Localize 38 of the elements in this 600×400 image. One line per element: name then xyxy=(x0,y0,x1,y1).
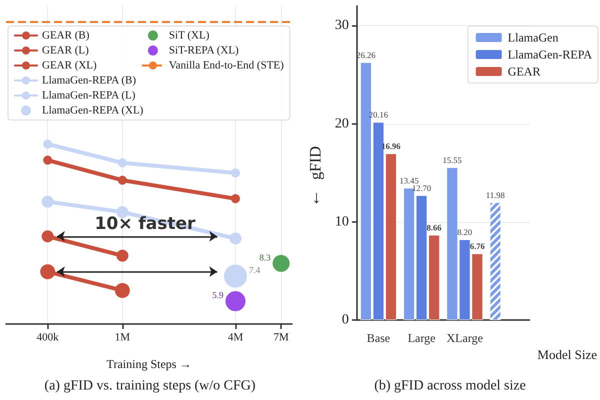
legend-label: GEAR (XL) xyxy=(42,60,98,72)
x-tick-label: 7M xyxy=(273,332,289,344)
legend-label: LlamaGen-REPA (XL) xyxy=(42,104,144,116)
legend-label: GEAR xyxy=(508,64,540,78)
text: (b) gFID across model size xyxy=(374,378,526,394)
legend-label: LlamaGen-REPA xyxy=(508,48,592,62)
data-label: 6.76 xyxy=(470,241,485,252)
y-tick-label: 10 xyxy=(334,214,349,230)
y-tick-label: 20 xyxy=(334,116,349,132)
x-tick-label: Base xyxy=(366,331,390,345)
x-tick-label: Large xyxy=(408,331,436,345)
x-tick-label: 1M xyxy=(114,332,130,344)
x-tick-label: XLarge xyxy=(446,331,483,345)
legend-label: SiT-REPA (XL) xyxy=(168,44,240,56)
y-tick-label: 0 xyxy=(342,312,349,328)
y-axis-title: gFID xyxy=(308,146,324,180)
legend-label: GEAR (B) xyxy=(42,30,90,42)
text: ↓ xyxy=(312,187,321,207)
data-label: 7.4 xyxy=(248,265,261,276)
legend-label: GEAR (L) xyxy=(42,44,90,56)
legend-label: LlamaGen xyxy=(508,30,558,44)
x-tick-label: 4M xyxy=(228,332,244,344)
data-label: 5.9 xyxy=(212,290,224,300)
legend-label: SiT (XL) xyxy=(168,30,210,42)
y-tick-label: 30 xyxy=(334,18,349,34)
x-axis-title: Model Size xyxy=(537,347,598,362)
annotation: 10× faster xyxy=(94,214,196,234)
legend-label: LlamaGen-REPA (B) xyxy=(42,74,136,86)
data-label: 8.3 xyxy=(259,252,272,262)
text: (a) gFID vs. training steps (w/o CFG) xyxy=(44,378,256,394)
data-label: 11.98 xyxy=(486,190,505,200)
data-label: 15.55 xyxy=(442,154,462,165)
legend-label: LlamaGen-REPA (L) xyxy=(42,90,136,102)
data-label: 8.66 xyxy=(426,222,442,233)
x-axis-title: Training Steps → xyxy=(106,357,192,371)
x-tick-label: 400k xyxy=(36,332,60,344)
data-label: 8.20 xyxy=(457,227,472,238)
legend-label: Vanilla End-to-End (STE) xyxy=(168,60,284,72)
